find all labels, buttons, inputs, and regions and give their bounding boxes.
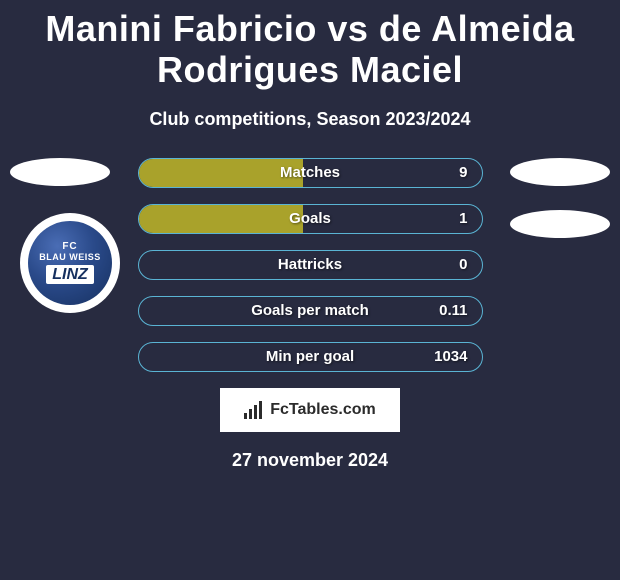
bars-icon (244, 401, 266, 419)
player-right-badge-2 (510, 210, 610, 238)
club-logo-bw: BLAU WEISS (39, 253, 101, 263)
stat-row-matches: Matches 9 (138, 158, 483, 188)
club-logo-linz: LINZ (46, 265, 94, 284)
stat-value: 0.11 (439, 297, 467, 325)
stat-value: 1034 (434, 343, 467, 371)
watermark-text: FcTables.com (270, 401, 376, 419)
stat-row-hattricks: Hattricks 0 (138, 250, 483, 280)
player-left-badge (10, 158, 110, 186)
watermark: FcTables.com (220, 388, 400, 432)
page-title: Manini Fabricio vs de Almeida Rodrigues … (0, 0, 620, 95)
stat-row-mpg: Min per goal 1034 (138, 342, 483, 372)
stat-value: 0 (459, 251, 467, 279)
stat-label: Goals per match (139, 297, 482, 325)
club-logo-fc: FC (62, 241, 77, 252)
comparison-panel: FC BLAU WEISS LINZ Matches 9 Goals 1 Hat… (0, 158, 620, 471)
subtitle: Club competitions, Season 2023/2024 (0, 109, 620, 130)
stat-label: Matches (139, 159, 482, 187)
stat-value: 1 (459, 205, 467, 233)
stat-label: Goals (139, 205, 482, 233)
stat-label: Min per goal (139, 343, 482, 371)
club-logo: FC BLAU WEISS LINZ (20, 213, 120, 313)
club-logo-inner: FC BLAU WEISS LINZ (28, 221, 112, 305)
stat-value: 9 (459, 159, 467, 187)
stat-bars: Matches 9 Goals 1 Hattricks 0 Goals per … (138, 158, 483, 372)
date-text: 27 november 2024 (0, 450, 620, 471)
stat-row-goals: Goals 1 (138, 204, 483, 234)
player-right-badge (510, 158, 610, 186)
stat-label: Hattricks (139, 251, 482, 279)
stat-row-gpm: Goals per match 0.11 (138, 296, 483, 326)
